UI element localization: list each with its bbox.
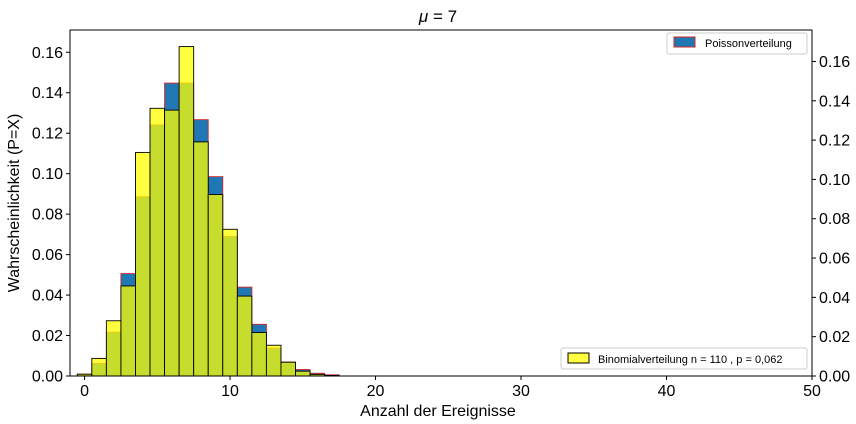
y-right-tick-label: 0.16 <box>819 54 850 71</box>
x-tick-label: 40 <box>658 383 676 400</box>
x-tick-label: 30 <box>512 383 530 400</box>
legend-binomial-swatch <box>567 352 590 364</box>
y-right-tick-label: 0.12 <box>819 133 850 150</box>
binomial-bar-12 <box>251 332 267 377</box>
binomial-bar-13 <box>265 344 282 377</box>
y-axis-label: Wahrscheinlichkeit (P=X) <box>6 114 23 293</box>
y-left-tick-label: 0.06 <box>32 247 63 264</box>
chart-title: μ = 7 <box>418 7 457 26</box>
legend-poisson-swatch <box>673 36 696 48</box>
y-right-tick-label: 0.02 <box>819 329 850 346</box>
binomial-bar-8 <box>193 141 209 377</box>
plot-frame <box>69 29 813 377</box>
x-axis-label: Anzahl der Ereignisse <box>360 403 516 420</box>
legend-poisson-label: Poissonverteilung <box>705 38 792 50</box>
binomial-bar-6 <box>164 109 180 377</box>
binomial-bar-10 <box>222 228 238 377</box>
y-left-tick-label: 0.04 <box>32 288 63 305</box>
y-left-tick-label: 0.00 <box>32 369 63 386</box>
y-axis-right-ticks: 0.00 0.02 0.04 0.06 0.08 0.10 0.12 0.14 0.16 <box>812 54 850 386</box>
binomial-bar-1 <box>91 357 107 377</box>
binomial-bar-11 <box>236 295 253 377</box>
y-right-tick-label: 0.04 <box>819 290 850 307</box>
legend-binomial[interactable]: Binomialverteilung n = 110 , p = 0,062 <box>560 347 808 370</box>
binomial-bar-7 <box>178 46 195 377</box>
legend-poisson[interactable]: Poissonverteilung <box>666 32 808 55</box>
x-tick-label: 20 <box>367 383 385 400</box>
y-right-tick-label: 0.06 <box>819 251 850 268</box>
legend-binomial-box <box>560 347 808 370</box>
binomial-bar-4 <box>135 151 151 377</box>
x-tick-label: 10 <box>221 383 239 400</box>
legend-poisson-box <box>666 32 808 55</box>
binomial-bar-5 <box>149 107 166 377</box>
y-left-tick-label: 0.16 <box>32 45 63 62</box>
x-axis-ticks: 0 10 20 30 40 50 <box>80 376 821 400</box>
y-right-tick-label: 0.00 <box>819 369 850 386</box>
y-left-tick-label: 0.10 <box>32 166 63 183</box>
binomial-bars <box>76 46 340 377</box>
binomial-bar-14 <box>280 361 296 377</box>
y-left-tick-label: 0.08 <box>32 207 63 224</box>
y-left-tick-label: 0.14 <box>32 85 63 102</box>
y-right-tick-label: 0.08 <box>819 211 850 228</box>
y-right-tick-label: 0.10 <box>819 172 850 189</box>
binomial-bar-2 <box>105 320 122 377</box>
x-tick-label: 0 <box>80 383 89 400</box>
binomial-bar-3 <box>120 285 136 377</box>
binomial-bar-9 <box>207 194 224 377</box>
x-tick-label: 50 <box>803 383 821 400</box>
binomial-bar-15 <box>295 370 311 377</box>
y-axis-left-ticks: 0.00 0.02 0.04 0.06 0.08 0.10 0.12 0.14 0.16 <box>32 45 70 386</box>
y-left-tick-label: 0.12 <box>32 126 63 143</box>
y-right-tick-label: 0.14 <box>819 93 850 110</box>
y-left-tick-label: 0.02 <box>32 328 63 345</box>
legend-binomial-label: Binomialverteilung n = 110 , p = 0,062 <box>598 354 782 366</box>
